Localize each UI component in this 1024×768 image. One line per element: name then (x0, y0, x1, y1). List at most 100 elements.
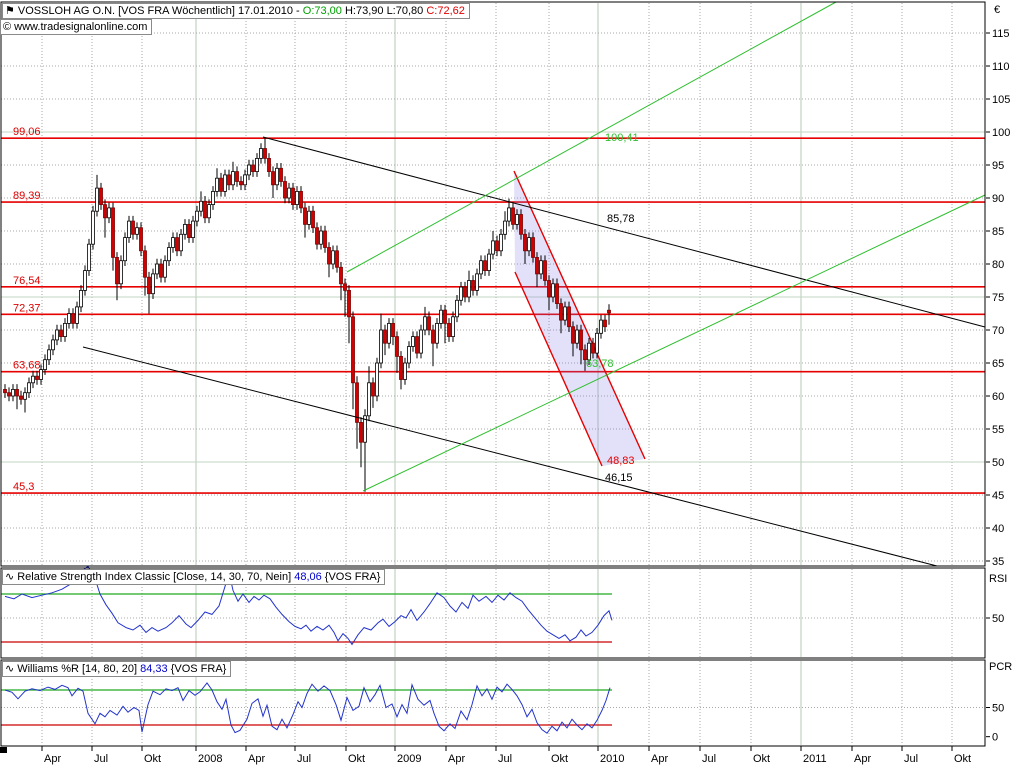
candle-up[interactable] (179, 233, 183, 252)
candle-down[interactable] (139, 227, 143, 252)
candle-down[interactable] (471, 280, 475, 291)
candle-up[interactable] (295, 190, 299, 205)
candle-down[interactable] (15, 388, 19, 397)
candle-up[interactable] (79, 289, 83, 308)
candle-down[interactable] (371, 382, 375, 397)
candle-down[interactable] (519, 214, 523, 235)
candle-up[interactable] (23, 392, 27, 400)
candle-up[interactable] (63, 322, 67, 337)
green-trendline[interactable] (346, 1, 837, 273)
candle-down[interactable] (607, 309, 611, 314)
candle-down[interactable] (59, 329, 63, 337)
candle-down[interactable] (111, 207, 115, 258)
candle-up[interactable] (411, 336, 415, 347)
candle-up[interactable] (155, 263, 159, 275)
candle-down[interactable] (143, 250, 147, 278)
candle-up[interactable] (419, 329, 423, 354)
candle-down[interactable] (147, 276, 151, 295)
candle-up[interactable] (499, 233, 503, 252)
candle-up[interactable] (275, 167, 279, 186)
candle-up[interactable] (599, 319, 603, 334)
candle-up[interactable] (247, 164, 251, 176)
channel-line[interactable] (513, 170, 646, 460)
candle-up[interactable] (551, 283, 555, 298)
candle-up[interactable] (467, 280, 471, 298)
candle-down[interactable] (495, 240, 499, 252)
candle-down[interactable] (7, 392, 11, 397)
candle-down[interactable] (159, 263, 163, 278)
candle-down[interactable] (603, 319, 607, 328)
candle-up[interactable] (151, 273, 155, 295)
candle-up[interactable] (127, 220, 131, 239)
candle-up[interactable] (51, 339, 55, 351)
candle-down[interactable] (571, 326, 575, 344)
candle-up[interactable] (479, 260, 483, 275)
candle-up[interactable] (123, 237, 127, 262)
candle-up[interactable] (31, 375, 35, 384)
candle-down[interactable] (343, 283, 347, 291)
candle-up[interactable] (563, 306, 567, 321)
candle-up[interactable] (11, 388, 15, 397)
candle-up[interactable] (515, 214, 519, 225)
candle-down[interactable] (347, 289, 351, 318)
candle-up[interactable] (55, 329, 59, 341)
candle-up[interactable] (211, 190, 215, 205)
candle-up[interactable] (423, 316, 427, 331)
candle-down[interactable] (415, 336, 419, 354)
black-trendline[interactable] (262, 136, 986, 328)
candle-up[interactable] (223, 174, 227, 192)
candle-down[interactable] (591, 342, 595, 354)
candle-up[interactable] (243, 174, 247, 186)
candle-up[interactable] (387, 322, 391, 344)
candle-up[interactable] (107, 207, 111, 219)
candle-up[interactable] (47, 349, 51, 361)
candle-down[interactable] (383, 329, 387, 344)
candle-down[interactable] (131, 220, 135, 235)
candle-down[interactable] (535, 256, 539, 275)
candle-down[interactable] (311, 210, 315, 229)
candle-down[interactable] (443, 309, 447, 324)
candle-down[interactable] (579, 329, 583, 351)
candle-up[interactable] (503, 220, 507, 235)
candle-down[interactable] (339, 266, 343, 285)
candle-down[interactable] (187, 223, 191, 238)
candle-down[interactable] (463, 286, 467, 298)
candle-down[interactable] (283, 181, 287, 199)
candle-down[interactable] (327, 247, 331, 265)
candle-down[interactable] (235, 171, 239, 182)
candle-up[interactable] (183, 223, 187, 235)
candle-up[interactable] (575, 329, 579, 344)
candle-down[interactable] (99, 187, 103, 206)
candle-up[interactable] (407, 346, 411, 364)
candle-up[interactable] (491, 240, 495, 255)
candle-up[interactable] (163, 260, 167, 278)
candle-up[interactable] (459, 286, 463, 301)
candle-up[interactable] (287, 187, 291, 199)
candle-up[interactable] (91, 210, 95, 245)
candle-down[interactable] (203, 200, 207, 219)
candle-down[interactable] (567, 306, 571, 328)
candle-up[interactable] (435, 322, 439, 344)
candle-up[interactable] (307, 210, 311, 225)
candle-down[interactable] (279, 167, 283, 182)
candle-down[interactable] (291, 187, 295, 206)
candle-down[interactable] (271, 171, 275, 186)
candle-up[interactable] (255, 157, 259, 172)
candle-down[interactable] (511, 207, 515, 225)
candle-down[interactable] (351, 316, 355, 384)
candle-down[interactable] (359, 421, 363, 443)
candle-up[interactable] (539, 260, 543, 275)
candle-down[interactable] (3, 388, 7, 394)
candle-down[interactable] (35, 375, 39, 380)
candle-up[interactable] (215, 177, 219, 192)
candle-up[interactable] (95, 187, 99, 212)
candle-up[interactable] (487, 253, 491, 272)
candle-down[interactable] (391, 322, 395, 337)
candle-up[interactable] (319, 230, 323, 245)
candle-down[interactable] (547, 280, 551, 298)
candle-up[interactable] (259, 148, 263, 159)
candle-up[interactable] (231, 171, 235, 186)
candle-down[interactable] (523, 233, 527, 252)
candle-up[interactable] (67, 313, 71, 324)
candle-up[interactable] (587, 342, 591, 361)
